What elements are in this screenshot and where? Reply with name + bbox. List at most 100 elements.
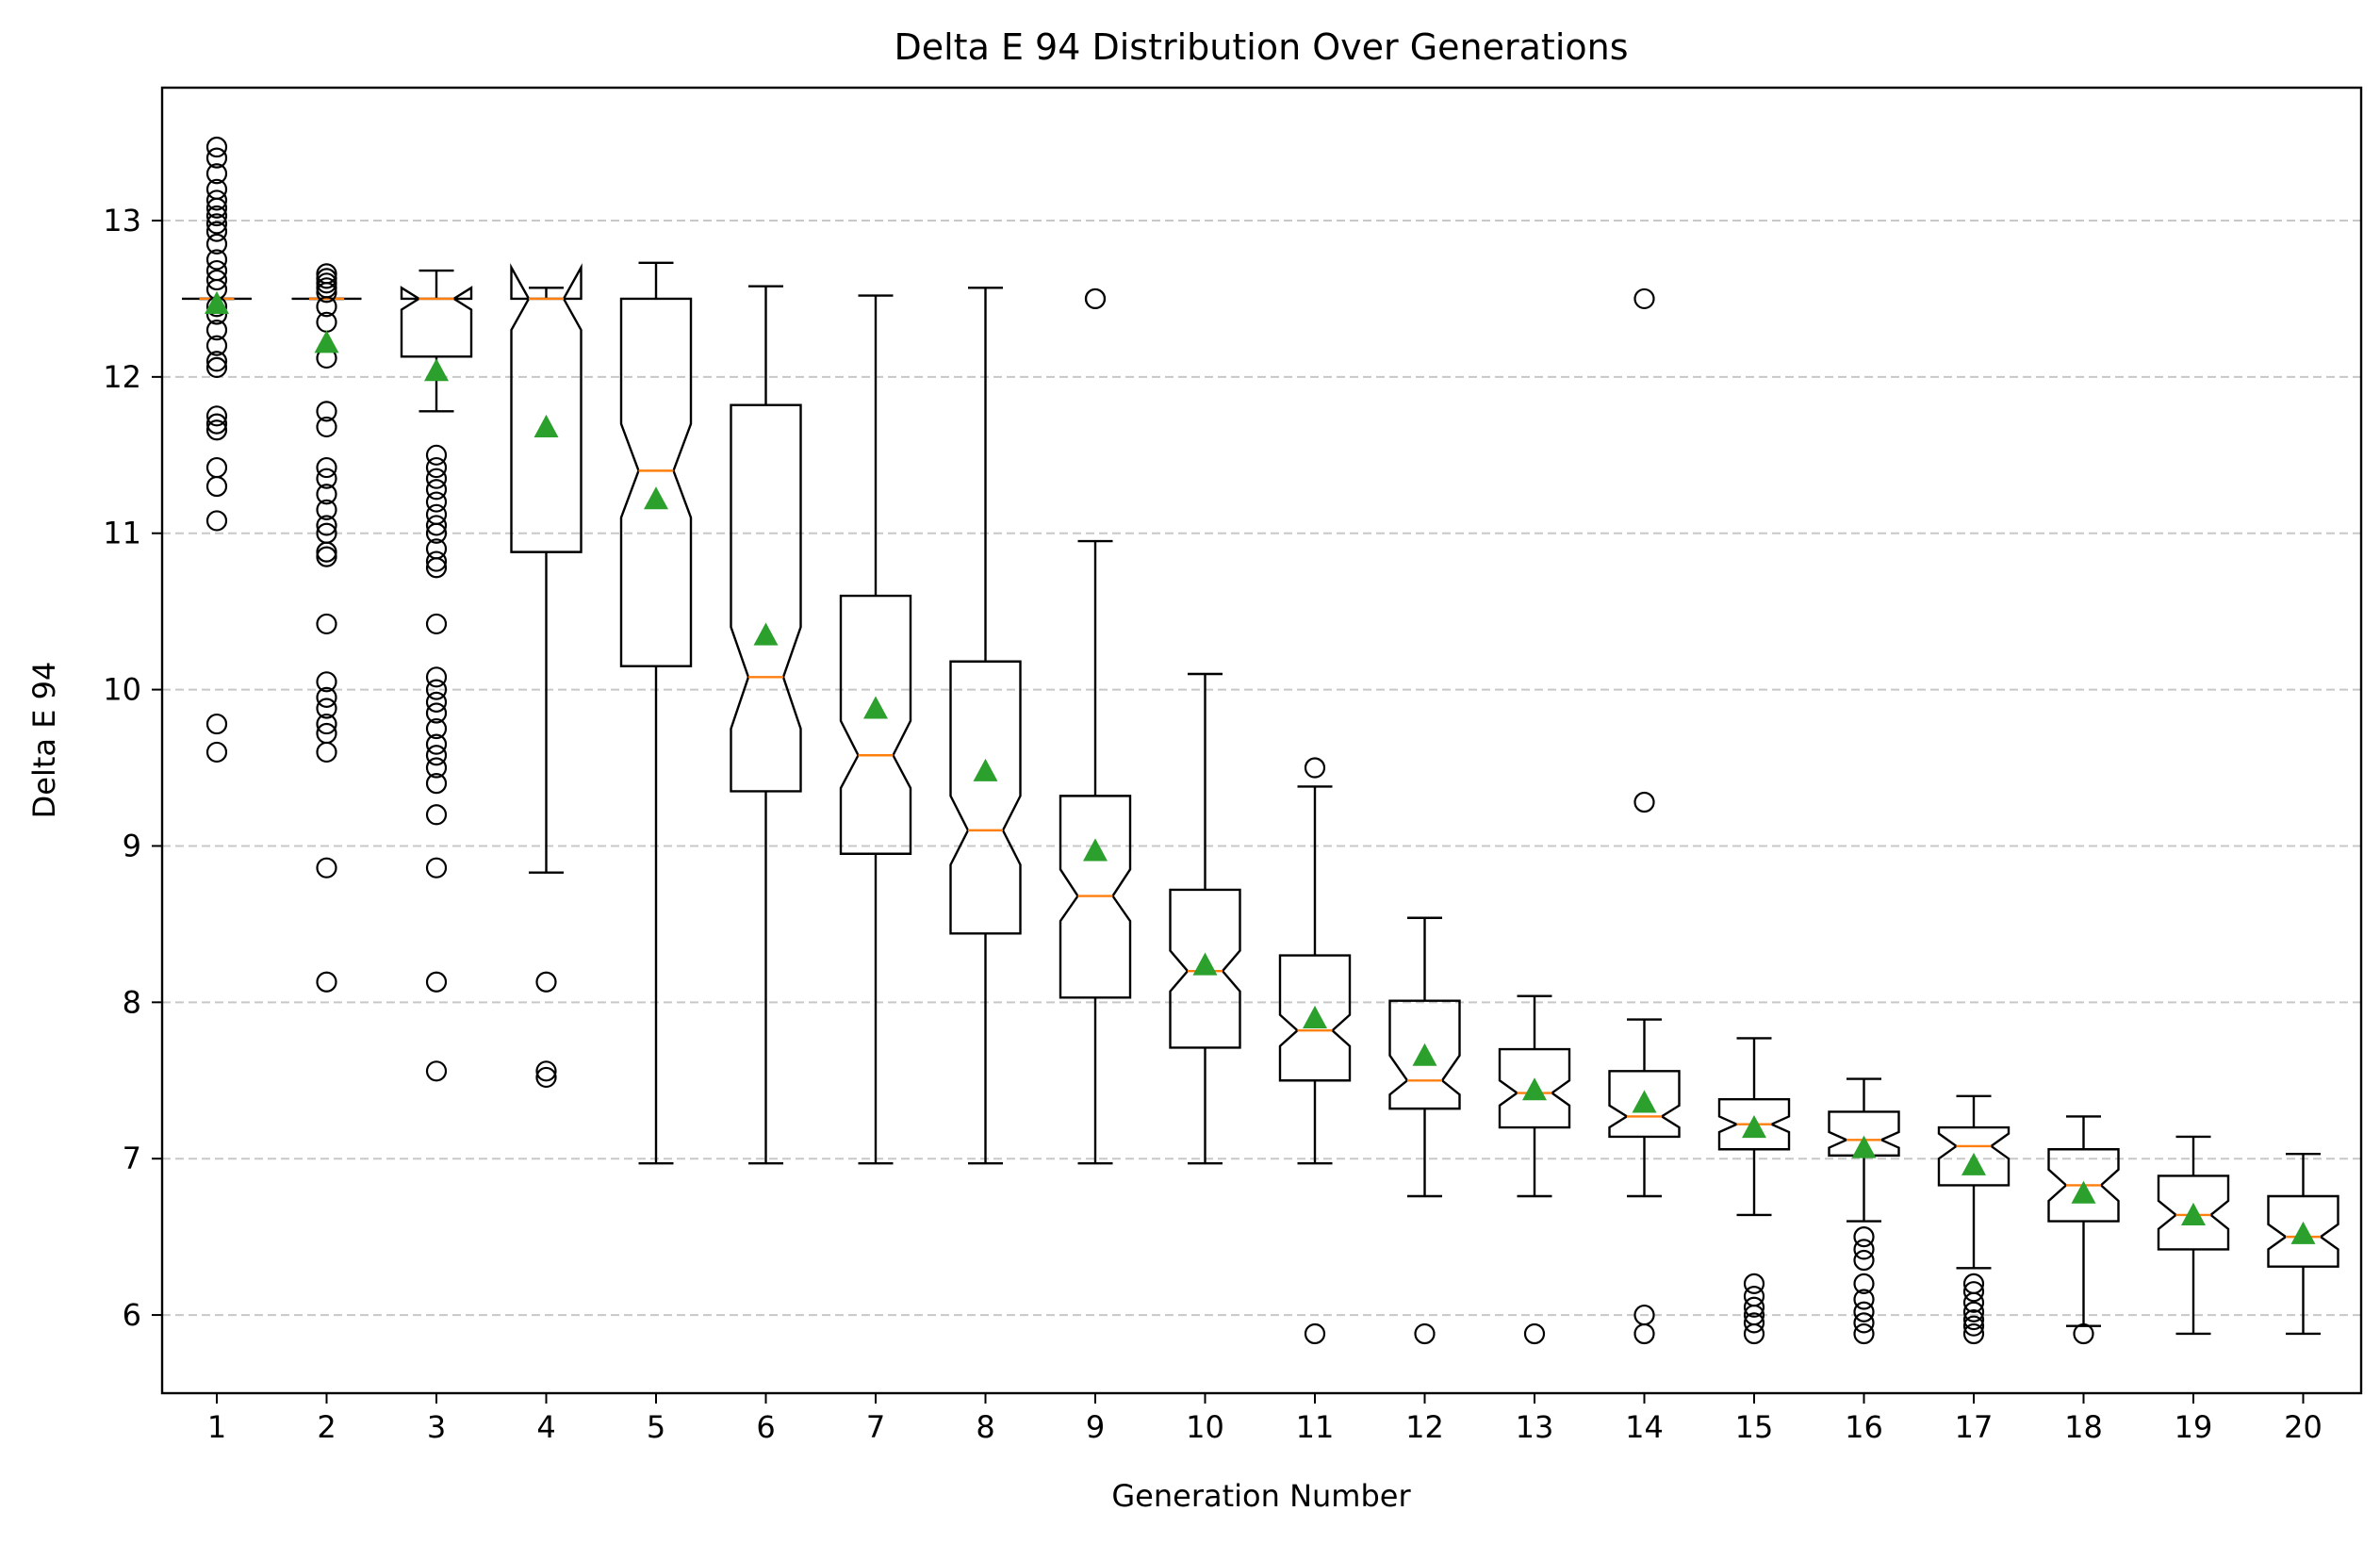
- outlier-point: [1633, 287, 1655, 310]
- outlier-point: [425, 691, 448, 713]
- outlier-point: [1962, 1315, 1985, 1337]
- x-tick-label: 7: [866, 1409, 885, 1445]
- x-tick-label: 5: [647, 1409, 665, 1445]
- box-group: [1498, 994, 1571, 1345]
- mean-marker: [1851, 1135, 1877, 1158]
- outlier-point: [1853, 1226, 1875, 1248]
- notched-box: [1059, 795, 1132, 999]
- x-tick-label: 8: [976, 1409, 994, 1445]
- notched-box: [510, 263, 583, 553]
- notched-box: [1278, 954, 1352, 1082]
- y-axis-label: Delta E 94: [26, 662, 62, 819]
- outlier-point: [1633, 1322, 1655, 1345]
- outlier-point: [205, 249, 228, 271]
- y-gridlines: [162, 219, 2361, 1317]
- box-group: [1169, 672, 1241, 1165]
- x-tick-label: 3: [427, 1409, 446, 1445]
- outlier-point: [1743, 1273, 1765, 1294]
- outlier-point: [205, 213, 228, 235]
- mean-marker: [973, 758, 998, 781]
- mean-marker: [1961, 1152, 1986, 1175]
- outlier-point: [535, 1060, 557, 1082]
- y-axis-ticks: 6 7 8 9 10 11 12 13: [103, 203, 162, 1333]
- outlier-point: [1962, 1281, 1985, 1303]
- box-group: [839, 294, 912, 1165]
- y-tick-label: 11: [103, 516, 141, 551]
- outlier-point: [316, 416, 337, 438]
- x-tick-label: 19: [2175, 1409, 2213, 1445]
- x-tick-label: 1: [207, 1409, 226, 1445]
- box-group: [730, 285, 802, 1165]
- notched-box: [619, 297, 693, 667]
- outlier-point: [316, 296, 337, 318]
- outlier-point: [316, 613, 337, 635]
- outlier-point: [1962, 1301, 1985, 1322]
- y-tick-label: 7: [123, 1141, 141, 1176]
- outlier-point: [1743, 1322, 1765, 1345]
- box-group: [182, 136, 252, 764]
- box-group: [1717, 1037, 1791, 1345]
- mean-marker: [2071, 1180, 2096, 1204]
- outlier-point: [316, 698, 337, 719]
- outlier-point: [535, 971, 557, 993]
- chart-title: Delta E 94 Distribution Over Generations: [894, 26, 1628, 68]
- x-tick-label: 18: [2064, 1409, 2103, 1445]
- x-tick-label: 11: [1296, 1409, 1335, 1445]
- plot-area-frame: [160, 86, 2363, 1395]
- x-tick-label: 10: [1186, 1409, 1224, 1445]
- outlier-point: [205, 163, 228, 185]
- outlier-point: [425, 857, 448, 879]
- boxes: [182, 136, 2339, 1345]
- outlier-point: [316, 499, 337, 520]
- outlier-point: [425, 479, 448, 501]
- outlier-point: [316, 268, 337, 289]
- outlier-point: [425, 702, 448, 724]
- outlier-point: [425, 773, 448, 795]
- mean-marker: [863, 696, 888, 719]
- outlier-point: [205, 356, 228, 379]
- box-group: [510, 263, 583, 1089]
- box-group: [1937, 1094, 2011, 1345]
- mean-marker: [2290, 1221, 2316, 1244]
- x-axis-label: Generation Number: [1111, 1478, 1411, 1514]
- outlier-point: [425, 717, 448, 740]
- box-group: [2157, 1135, 2230, 1336]
- outlier-point: [1743, 1312, 1765, 1334]
- notched-box: [1169, 888, 1241, 1049]
- outlier-point: [425, 745, 448, 766]
- notched-box: [839, 594, 912, 855]
- mean-marker: [205, 290, 229, 314]
- outlier-point: [316, 272, 337, 294]
- notched-box: [1498, 1047, 1571, 1129]
- outlier-point: [425, 757, 448, 779]
- outlier-point: [425, 804, 448, 826]
- outlier-point: [1853, 1322, 1875, 1345]
- x-tick-label: 12: [1405, 1409, 1444, 1445]
- mean-marker: [1412, 1043, 1437, 1066]
- mean-marker: [1192, 952, 1218, 976]
- mean-marker: [1632, 1090, 1657, 1113]
- outlier-point: [1853, 1289, 1875, 1310]
- outlier-point: [205, 189, 228, 211]
- outlier-point: [425, 491, 448, 513]
- mean-marker: [1742, 1115, 1766, 1139]
- notched-box: [400, 286, 473, 358]
- outlier-point: [425, 444, 448, 466]
- notched-box: [2047, 1148, 2120, 1223]
- outlier-point: [316, 456, 337, 479]
- outlier-point: [425, 515, 448, 536]
- outlier-point: [205, 405, 228, 427]
- notched-box: [1828, 1110, 1900, 1158]
- notched-box: [2157, 1174, 2230, 1251]
- outlier-point: [1853, 1301, 1875, 1322]
- notched-box: [730, 403, 802, 793]
- x-tick-label: 9: [1086, 1409, 1105, 1445]
- outlier-point: [1304, 1322, 1326, 1345]
- outlier-point: [316, 515, 337, 536]
- outlier-point: [205, 475, 228, 498]
- mean-marker: [2181, 1202, 2206, 1225]
- outlier-point: [1962, 1308, 1985, 1331]
- box-group: [2267, 1153, 2339, 1336]
- outlier-point: [425, 971, 448, 993]
